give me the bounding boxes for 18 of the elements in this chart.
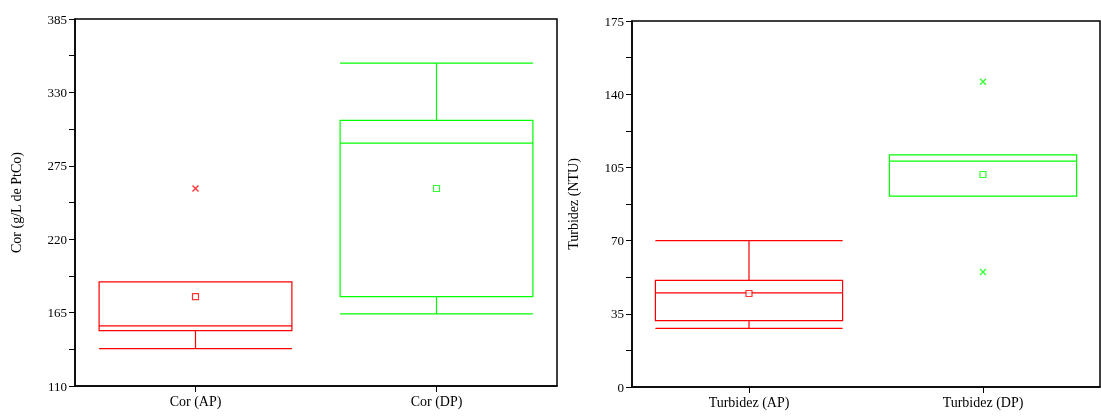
y-tick-label: 110 xyxy=(47,378,67,394)
y-tick-label: 220 xyxy=(47,231,67,247)
y-tick-label: 35 xyxy=(611,306,624,322)
y-tick-label: 0 xyxy=(617,379,624,395)
y-axis-title: Turbidez (NTU) xyxy=(565,157,582,250)
x-tick-label: Cor (AP) xyxy=(169,393,222,410)
x-tick-label: Turbidez (DP) xyxy=(942,394,1024,411)
y-tick-label: 385 xyxy=(47,11,67,27)
y-tick-label: 70 xyxy=(611,233,624,249)
x-tick-label: Turbidez (AP) xyxy=(708,394,790,411)
y-axis-title: Cor (g/L de PtCo) xyxy=(8,151,25,253)
y-tick-label: 275 xyxy=(47,158,67,174)
y-tick-label: 140 xyxy=(604,86,624,102)
y-tick-label: 330 xyxy=(47,84,67,100)
y-tick-label: 165 xyxy=(47,305,67,321)
y-tick-label: 175 xyxy=(604,13,624,29)
x-tick-label: Cor (DP) xyxy=(410,393,463,410)
y-tick-label: 105 xyxy=(604,159,624,175)
